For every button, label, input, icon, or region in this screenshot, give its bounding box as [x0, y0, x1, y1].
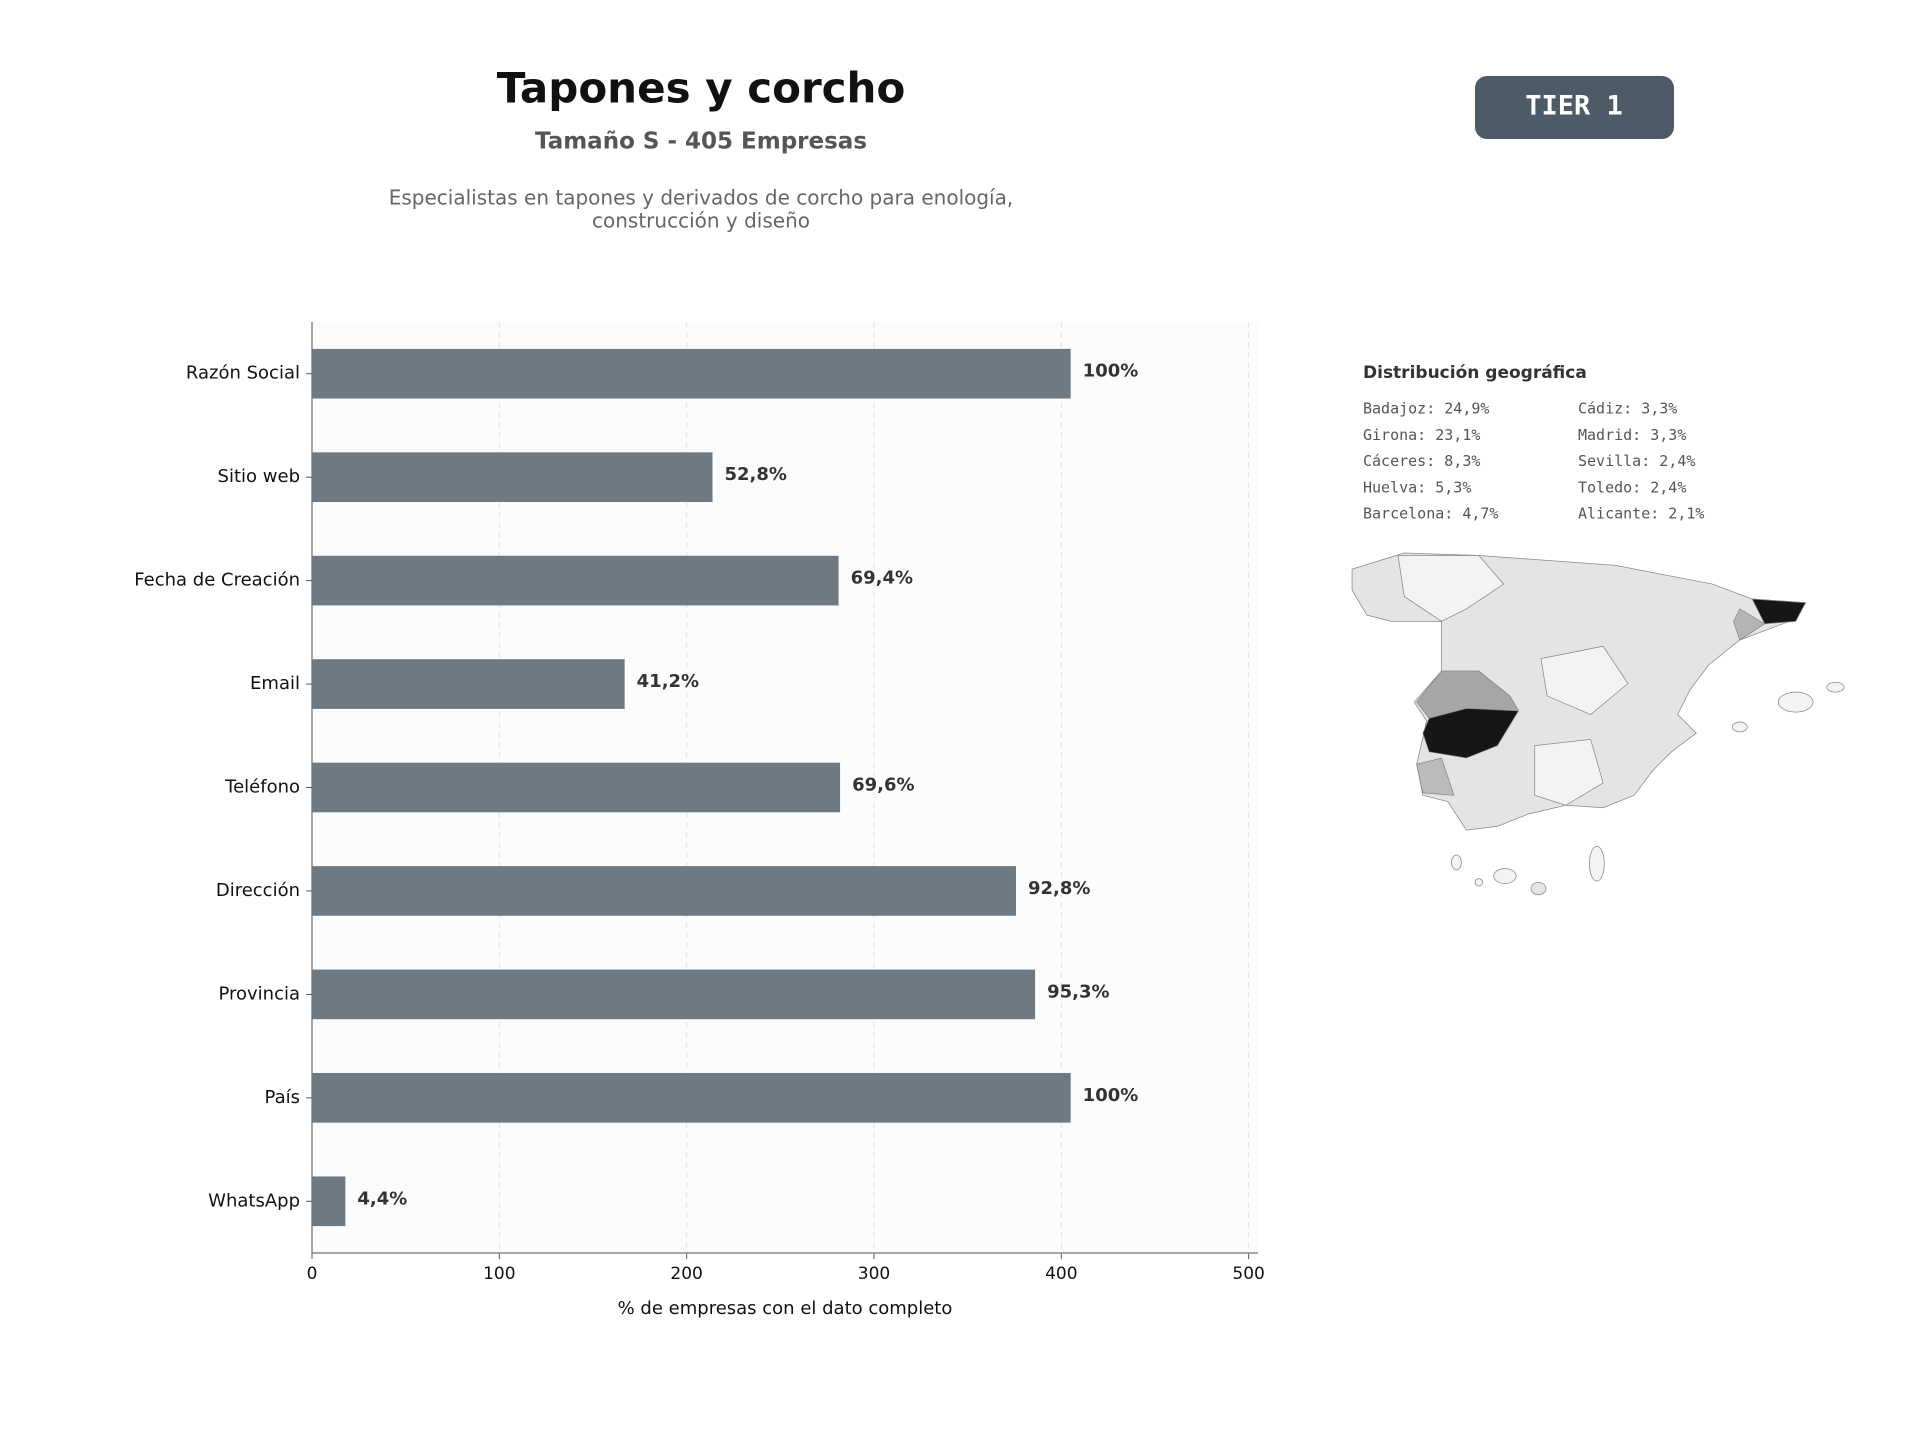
- value-label: 95,3%: [1047, 981, 1109, 1002]
- map-island: [1731, 721, 1748, 733]
- description: Especialistas en tapones y derivados de …: [389, 186, 1013, 210]
- value-label: 4,4%: [357, 1188, 407, 1209]
- map-legend-item: Huelva: 5,3%: [1363, 478, 1471, 496]
- map-region: [1751, 598, 1807, 625]
- map-legend-item: Toledo: 2,4%: [1578, 478, 1686, 496]
- map-region: [1540, 645, 1629, 715]
- value-label: 69,6%: [852, 775, 914, 796]
- map-legend-item: Sevilla: 2,4%: [1578, 452, 1695, 470]
- badge: [1475, 76, 1674, 139]
- chart-title: Tapones y corcho: [497, 64, 906, 113]
- x-tick-label: 0: [307, 1264, 318, 1284]
- map-island: [1451, 854, 1462, 871]
- x-axis-label: % de empresas con el dato completo: [618, 1298, 953, 1319]
- map-legend-item: Girona: 23,1%: [1363, 426, 1480, 444]
- value-label: 100%: [1083, 1085, 1139, 1106]
- y-tick-label: Sitio web: [218, 466, 300, 487]
- map-island: [1589, 845, 1605, 882]
- map: [1351, 552, 1845, 896]
- y-tick-label: Fecha de Creación: [134, 570, 300, 591]
- y-tick-label: Razón Social: [186, 363, 300, 384]
- map-title: Distribución geográfica: [1363, 363, 1587, 383]
- x-tick-label: 100: [483, 1264, 515, 1284]
- map-island: [1474, 878, 1483, 887]
- bar: [312, 866, 1016, 916]
- x-tick-label: 500: [1232, 1264, 1264, 1284]
- map-island: [1493, 868, 1517, 884]
- y-tick-label: Teléfono: [224, 777, 300, 798]
- map-legend-item: Barcelona: 4,7%: [1363, 505, 1498, 523]
- y-tick-label: WhatsApp: [208, 1190, 300, 1211]
- value-label: 92,8%: [1028, 878, 1090, 899]
- x-tick-label: 300: [858, 1264, 890, 1284]
- map-legend-item: Alicante: 2,1%: [1578, 505, 1704, 523]
- bar: [312, 348, 1071, 399]
- map-region: [1422, 707, 1520, 759]
- map-region: [1534, 739, 1604, 806]
- map-island: [1530, 881, 1547, 896]
- y-tick-label: País: [265, 1087, 300, 1108]
- map-legend-item: Cáceres: 8,3%: [1363, 452, 1480, 470]
- bar: [312, 969, 1036, 1020]
- y-tick-label: Provincia: [218, 983, 300, 1004]
- map-island: [1777, 691, 1814, 713]
- bar: [312, 1073, 1071, 1123]
- value-label: 41,2%: [637, 671, 699, 692]
- x-tick-label: 200: [670, 1264, 702, 1284]
- map-region: [1733, 608, 1766, 641]
- map-region: [1397, 555, 1505, 622]
- description: construcción y diseño: [592, 209, 810, 233]
- y-tick-label: Email: [250, 673, 300, 694]
- badge-label: TIER 1: [1525, 91, 1623, 122]
- subtitle: Tamaño S - 405 Empresas: [535, 129, 867, 155]
- map-legend-item: Cádiz: 3,3%: [1578, 400, 1677, 418]
- value-label: 100%: [1083, 361, 1139, 382]
- value-label: 52,8%: [725, 464, 787, 485]
- x-tick-label: 400: [1045, 1264, 1077, 1284]
- bar: [312, 452, 713, 502]
- y-tick-label: Dirección: [216, 880, 300, 901]
- value-label: 69,4%: [851, 568, 913, 589]
- bar: [312, 555, 839, 606]
- map-legend-item: Badajoz: 24,9%: [1363, 400, 1489, 418]
- bar: [312, 1176, 346, 1227]
- bar: [312, 659, 625, 709]
- map-region: [1416, 757, 1455, 796]
- bar: [312, 762, 841, 813]
- map-island: [1826, 681, 1845, 693]
- map-legend-item: Madrid: 3,3%: [1578, 426, 1686, 444]
